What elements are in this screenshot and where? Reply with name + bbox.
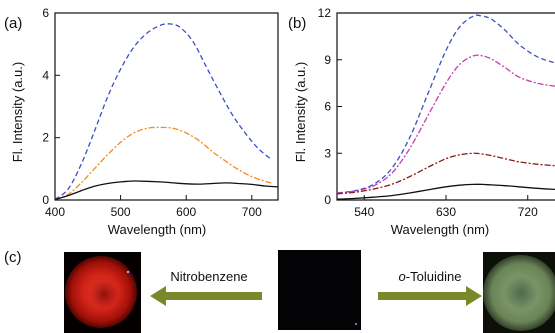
panel-b-chart: (b) Fl. Intensity (a.u.) Wavelength (nm)… <box>288 6 555 237</box>
red-spot-center <box>90 280 118 308</box>
panel-a-label: (a) <box>4 15 22 32</box>
panel-b-series-blue-dashed <box>336 14 555 194</box>
panel-a-chart: (a) Fl. Intensity (a.u.) Wavelength (nm)… <box>4 6 279 237</box>
red-fluorescence-photo <box>64 252 141 333</box>
o-toluidine-label-rest: -Toluidine <box>406 269 462 284</box>
panel-b-series-black-solid <box>336 183 555 200</box>
panel-a-x-tick-label-500: 500 <box>111 205 131 219</box>
panel-a-series-orange-dash-dot <box>54 126 272 201</box>
panel-a-y-tick-label-6: 6 <box>42 6 49 20</box>
panel-b-series-darkred-dash-dot <box>336 152 555 195</box>
o-toluidine-italic-prefix: o <box>399 269 406 284</box>
panel-b-y-axis-label: Fl. Intensity (a.u.) <box>293 62 308 162</box>
panel-b-x-tick-label-630: 630 <box>436 205 456 219</box>
green-fluorescence-photo <box>483 252 555 333</box>
dark-photo-background <box>278 250 361 330</box>
panel-a-x-tick-label-600: 600 <box>176 205 196 219</box>
nitrobenzene-label: Nitrobenzene <box>170 269 247 284</box>
panel-b-series-magenta-dash-dot <box>336 54 555 194</box>
green-fluorescent-spot <box>483 255 555 331</box>
dark-control-photo <box>278 250 361 330</box>
panel-c-label: (c) <box>4 249 22 266</box>
o-toluidine-arrow: o-Toluidine <box>378 269 482 306</box>
o-toluidine-label: o-Toluidine <box>399 269 462 284</box>
panel-a-x-axis-label: Wavelength (nm) <box>108 222 207 237</box>
panel-a-y-tick-label-4: 4 <box>42 68 49 82</box>
panel-a-x-tick-label-700: 700 <box>242 205 262 219</box>
panel-a-x-tick-label-400: 400 <box>45 205 65 219</box>
panel-b-x-ticks: 540 630 720 <box>354 195 538 219</box>
panel-a-series-group <box>54 23 279 201</box>
panel-a-y-tick-label-0: 0 <box>42 193 49 207</box>
left-arrow-icon <box>150 286 262 306</box>
panel-b-y-tick-label-0: 0 <box>324 193 331 207</box>
panel-a-plot-frame <box>54 12 279 201</box>
panel-b-y-tick-label-3: 3 <box>324 146 331 160</box>
panel-b-x-axis-label: Wavelength (nm) <box>391 222 490 237</box>
panel-b-x-tick-label-720: 720 <box>518 205 538 219</box>
right-arrow-icon <box>378 286 482 306</box>
panel-b-series-group <box>336 14 555 200</box>
dark-photo-speck <box>355 323 357 325</box>
red-photo-speck <box>126 270 130 274</box>
panel-a-series-blue-dashed <box>54 23 272 200</box>
panel-b-y-tick-label-9: 9 <box>324 53 331 67</box>
panel-b-y-tick-label-6: 6 <box>324 100 331 114</box>
panel-c-photos: (c) Nitrobenzene o-Toluidine <box>4 249 555 333</box>
panel-a-x-ticks: 400 500 600 700 <box>45 195 262 219</box>
panel-a-y-tick-label-2: 2 <box>42 131 49 145</box>
panel-b-label: (b) <box>288 15 306 32</box>
panel-b-y-ticks: 0 3 6 9 12 <box>318 6 342 207</box>
panel-b-y-tick-label-12: 12 <box>318 6 332 20</box>
panel-a-series-black-solid <box>54 180 279 201</box>
nitrobenzene-arrow: Nitrobenzene <box>150 269 262 306</box>
panel-a-y-ticks: 0 2 4 6 <box>42 6 60 207</box>
panel-b-plot-frame <box>336 12 555 201</box>
panel-a-y-axis-label: Fl. Intensity (a.u.) <box>10 62 25 162</box>
panel-b-x-tick-label-540: 540 <box>354 205 374 219</box>
